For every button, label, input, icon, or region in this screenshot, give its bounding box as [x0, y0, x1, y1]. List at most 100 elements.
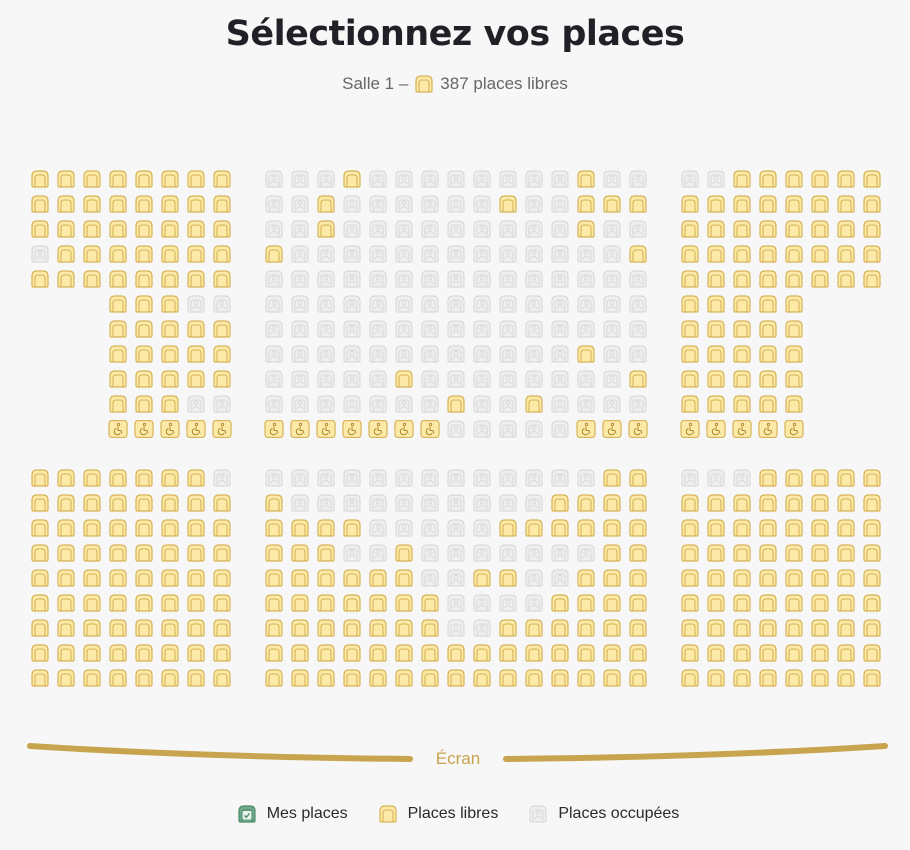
seat-free[interactable] [784, 569, 804, 587]
seat-wheelchair[interactable] [160, 419, 180, 439]
seat-free[interactable] [108, 295, 128, 313]
seat-free[interactable] [810, 245, 830, 263]
seat-free[interactable] [732, 569, 752, 587]
seat-free[interactable] [576, 519, 596, 537]
seat-free[interactable] [680, 519, 700, 537]
seat-free[interactable] [342, 569, 362, 587]
seat-free[interactable] [30, 170, 50, 188]
seat-free[interactable] [368, 569, 388, 587]
seat-free[interactable] [836, 220, 856, 238]
seat-free[interactable] [784, 519, 804, 537]
seat-free[interactable] [264, 245, 284, 263]
seat-free[interactable] [784, 669, 804, 687]
seat-free[interactable] [212, 170, 232, 188]
seat-free[interactable] [576, 195, 596, 213]
seat-free[interactable] [160, 494, 180, 512]
seat-free[interactable] [758, 544, 778, 562]
seat-free[interactable] [810, 594, 830, 612]
seat-free[interactable] [706, 619, 726, 637]
seat-free[interactable] [212, 669, 232, 687]
seat-free[interactable] [784, 494, 804, 512]
seat-free[interactable] [576, 644, 596, 662]
seat-free[interactable] [82, 569, 102, 587]
seat-free[interactable] [108, 370, 128, 388]
seat-free[interactable] [56, 195, 76, 213]
seat-wheelchair[interactable] [108, 419, 128, 439]
seat-free[interactable] [212, 370, 232, 388]
seat-free[interactable] [186, 170, 206, 188]
seat-free[interactable] [394, 594, 414, 612]
seat-free[interactable] [550, 619, 570, 637]
seat-free[interactable] [446, 644, 466, 662]
seat-free[interactable] [862, 245, 882, 263]
seat-free[interactable] [134, 220, 154, 238]
seat-free[interactable] [758, 345, 778, 363]
seat-free[interactable] [108, 644, 128, 662]
seat-free[interactable] [446, 669, 466, 687]
seat-free[interactable] [784, 220, 804, 238]
seat-wheelchair[interactable] [602, 419, 622, 439]
seat-free[interactable] [732, 519, 752, 537]
seat-free[interactable] [706, 494, 726, 512]
seat-free[interactable] [576, 220, 596, 238]
seat-free[interactable] [758, 195, 778, 213]
seat-free[interactable] [862, 669, 882, 687]
seat-free[interactable] [836, 594, 856, 612]
seat-free[interactable] [160, 395, 180, 413]
seat-free[interactable] [706, 270, 726, 288]
seat-free[interactable] [134, 519, 154, 537]
seat-free[interactable] [836, 644, 856, 662]
seat-free[interactable] [264, 569, 284, 587]
seat-free[interactable] [628, 245, 648, 263]
seat-free[interactable] [134, 469, 154, 487]
seat-free[interactable] [602, 669, 622, 687]
seat-free[interactable] [134, 569, 154, 587]
seat-free[interactable] [82, 519, 102, 537]
seat-free[interactable] [758, 245, 778, 263]
seat-free[interactable] [108, 395, 128, 413]
seat-free[interactable] [862, 195, 882, 213]
seat-wheelchair[interactable] [368, 419, 388, 439]
seat-free[interactable] [134, 270, 154, 288]
seat-free[interactable] [134, 170, 154, 188]
seat-free[interactable] [550, 519, 570, 537]
seat-free[interactable] [160, 195, 180, 213]
seat-free[interactable] [186, 320, 206, 338]
seat-free[interactable] [316, 594, 336, 612]
seat-free[interactable] [30, 544, 50, 562]
seat-free[interactable] [290, 544, 310, 562]
seat-free[interactable] [758, 619, 778, 637]
seat-free[interactable] [108, 669, 128, 687]
seat-free[interactable] [576, 170, 596, 188]
seat-free[interactable] [394, 569, 414, 587]
seat-free[interactable] [862, 170, 882, 188]
seat-free[interactable] [680, 644, 700, 662]
seat-free[interactable] [368, 669, 388, 687]
seat-free[interactable] [264, 494, 284, 512]
seat-free[interactable] [420, 669, 440, 687]
seat-free[interactable] [706, 644, 726, 662]
seat-free[interactable] [862, 270, 882, 288]
seat-free[interactable] [706, 295, 726, 313]
seat-free[interactable] [706, 669, 726, 687]
seat-free[interactable] [706, 544, 726, 562]
seat-free[interactable] [186, 494, 206, 512]
seat-free[interactable] [160, 345, 180, 363]
seat-free[interactable] [836, 519, 856, 537]
seat-free[interactable] [160, 295, 180, 313]
seat-free[interactable] [30, 619, 50, 637]
seat-free[interactable] [732, 395, 752, 413]
seat-free[interactable] [160, 569, 180, 587]
seat-free[interactable] [862, 644, 882, 662]
seat-free[interactable] [82, 270, 102, 288]
seat-wheelchair[interactable] [706, 419, 726, 439]
seat-free[interactable] [602, 519, 622, 537]
seat-free[interactable] [680, 594, 700, 612]
seat-free[interactable] [862, 544, 882, 562]
seat-free[interactable] [30, 669, 50, 687]
seat-free[interactable] [602, 544, 622, 562]
seat-free[interactable] [680, 370, 700, 388]
seat-free[interactable] [108, 594, 128, 612]
seat-free[interactable] [732, 644, 752, 662]
seat-free[interactable] [186, 220, 206, 238]
